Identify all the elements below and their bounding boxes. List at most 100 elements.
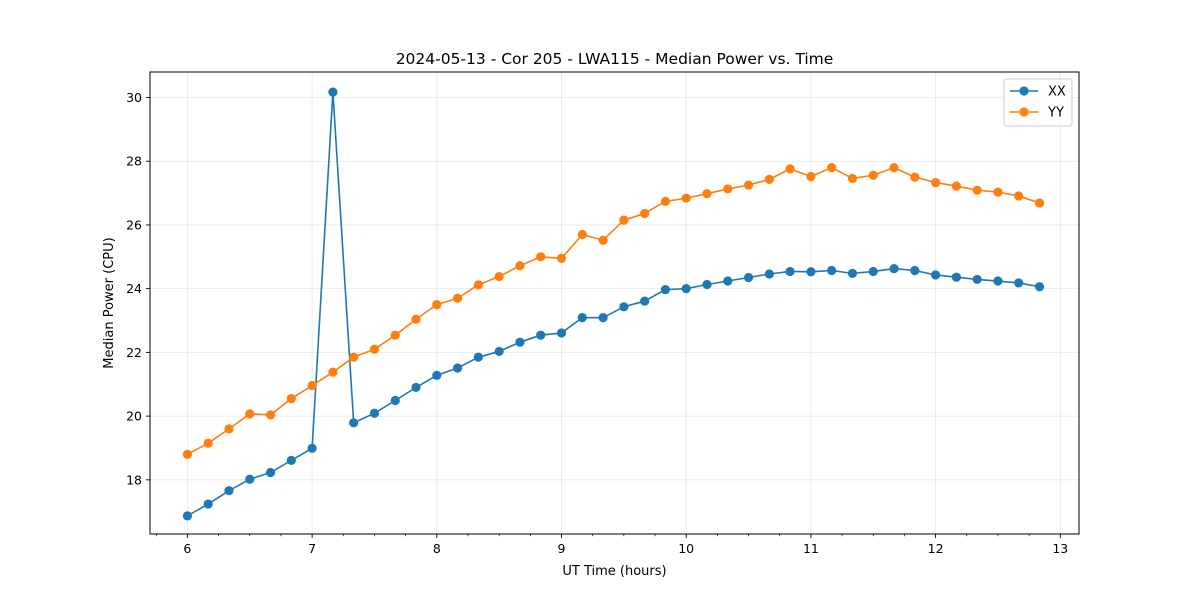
data-point-xx bbox=[910, 265, 920, 276]
data-point-xx bbox=[764, 269, 774, 279]
data-point-xx bbox=[619, 302, 629, 312]
x-axis-ticks: 6 7 8 9 10 11 12 13 bbox=[155, 534, 1068, 556]
data-point-xx bbox=[868, 266, 878, 277]
data-point-yy bbox=[411, 314, 421, 324]
data-point-xx bbox=[411, 382, 421, 393]
x-tick-label: 9 bbox=[558, 541, 566, 556]
data-point-yy bbox=[369, 344, 380, 354]
data-point-yy bbox=[743, 180, 754, 190]
data-point-xx bbox=[265, 467, 276, 478]
data-point-yy bbox=[702, 189, 712, 199]
legend-marker-xx bbox=[1019, 86, 1029, 96]
data-point-xx bbox=[660, 285, 671, 295]
data-point-xx bbox=[702, 279, 712, 290]
data-point-yy bbox=[577, 229, 587, 240]
data-point-xx bbox=[369, 408, 380, 418]
data-point-xx bbox=[494, 346, 504, 357]
data-point-xx bbox=[847, 268, 858, 278]
data-point-yy bbox=[245, 409, 255, 419]
data-point-yy bbox=[640, 208, 650, 219]
data-point-xx bbox=[889, 263, 899, 274]
data-point-yy bbox=[868, 170, 878, 180]
data-point-yy bbox=[224, 424, 234, 434]
data-point-xx bbox=[951, 272, 961, 282]
data-point-xx bbox=[806, 267, 816, 277]
data-point-yy bbox=[432, 299, 442, 310]
data-point-yy bbox=[515, 261, 525, 271]
data-point-xx bbox=[307, 443, 317, 453]
data-point-yy bbox=[889, 162, 899, 173]
data-point-xx bbox=[432, 370, 442, 380]
data-point-yy bbox=[910, 172, 920, 182]
data-point-yy bbox=[806, 171, 816, 182]
data-point-xx bbox=[931, 270, 941, 280]
data-point-yy bbox=[847, 173, 858, 184]
series-layer bbox=[182, 87, 1045, 521]
data-point-xx bbox=[1014, 278, 1024, 288]
data-point-yy bbox=[494, 271, 504, 282]
data-point-xx bbox=[286, 455, 296, 465]
data-point-yy bbox=[785, 164, 795, 174]
data-point-xx bbox=[224, 486, 234, 496]
data-point-yy bbox=[619, 215, 629, 225]
x-axis-label: UT Time (hours) bbox=[562, 564, 666, 579]
data-point-xx bbox=[785, 266, 795, 277]
data-point-xx bbox=[681, 284, 691, 294]
y-tick-label: 22 bbox=[126, 345, 142, 360]
data-point-yy bbox=[286, 393, 296, 404]
data-point-yy bbox=[390, 330, 400, 340]
y-tick-label: 18 bbox=[126, 472, 142, 487]
data-point-yy bbox=[972, 185, 982, 195]
data-point-xx bbox=[349, 418, 359, 428]
y-tick-label: 24 bbox=[126, 281, 142, 296]
legend: XX YY bbox=[1003, 78, 1073, 127]
x-tick-label: 6 bbox=[183, 541, 191, 556]
data-point-xx bbox=[1034, 282, 1045, 292]
data-point-yy bbox=[328, 367, 338, 377]
data-point-xx bbox=[743, 272, 754, 283]
y-tick-label: 30 bbox=[126, 90, 142, 105]
legend-label-xx: XX bbox=[1048, 85, 1066, 100]
data-point-yy bbox=[951, 181, 961, 191]
data-point-yy bbox=[307, 380, 317, 391]
data-point-xx bbox=[515, 337, 525, 347]
x-tick-label: 12 bbox=[928, 541, 944, 556]
data-point-yy bbox=[536, 252, 546, 262]
data-point-yy bbox=[598, 235, 608, 245]
data-point-xx bbox=[598, 313, 608, 323]
data-point-yy bbox=[723, 184, 733, 194]
data-point-yy bbox=[993, 187, 1003, 197]
grid bbox=[150, 72, 1079, 534]
data-point-yy bbox=[1034, 198, 1045, 208]
data-point-xx bbox=[556, 328, 567, 338]
data-point-yy bbox=[931, 177, 941, 188]
data-point-yy bbox=[556, 253, 567, 263]
x-tick-label: 7 bbox=[308, 541, 316, 556]
data-point-xx bbox=[827, 265, 837, 276]
data-point-xx bbox=[972, 274, 982, 285]
data-point-xx bbox=[993, 276, 1003, 286]
y-axis-ticks: 18 20 22 24 26 28 30 bbox=[126, 90, 150, 487]
chart-title: 2024-05-13 - Cor 205 - LWA115 - Median P… bbox=[396, 50, 834, 68]
plot-frame bbox=[149, 71, 1080, 535]
x-tick-label: 10 bbox=[678, 541, 694, 556]
y-tick-label: 20 bbox=[126, 409, 142, 424]
data-point-yy bbox=[681, 193, 691, 203]
data-point-xx bbox=[723, 276, 733, 286]
legend-marker-yy bbox=[1019, 107, 1029, 117]
data-point-yy bbox=[349, 352, 359, 362]
y-tick-label: 26 bbox=[126, 217, 142, 232]
data-point-xx bbox=[536, 330, 546, 340]
x-tick-label: 11 bbox=[803, 541, 819, 556]
x-tick-label: 13 bbox=[1052, 541, 1068, 556]
data-point-xx bbox=[328, 87, 338, 97]
legend-label-yy: YY bbox=[1047, 106, 1064, 121]
y-axis-label: Median Power (CPU) bbox=[102, 237, 117, 368]
data-point-xx bbox=[390, 395, 400, 406]
data-point-yy bbox=[182, 449, 193, 459]
data-point-yy bbox=[827, 162, 837, 173]
y-tick-label: 28 bbox=[126, 154, 142, 169]
data-point-xx bbox=[577, 313, 587, 323]
